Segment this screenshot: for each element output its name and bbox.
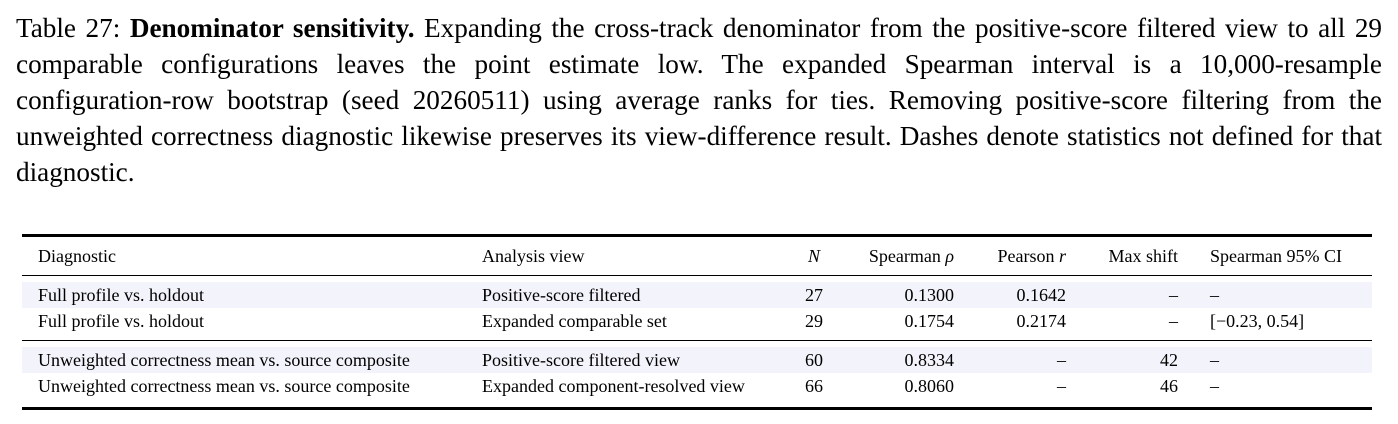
table-header-row: Diagnostic Analysis view N Spearman ρ Pe…: [22, 237, 1372, 275]
cell-max-shift: –: [1169, 285, 1178, 305]
group-rule: [22, 340, 1372, 341]
cell-analysis-view: Positive-score filtered: [482, 285, 641, 305]
caption-body: Expanding the cross-track denominator fr…: [16, 13, 1383, 187]
table-row: Unweighted correctness mean vs. source c…: [22, 347, 1372, 373]
table-caption: Table 27: Denominator sensitivity. Expan…: [16, 10, 1382, 190]
cell-diagnostic: Full profile vs. holdout: [38, 311, 204, 331]
header-pearson-prefix: Pearson: [997, 246, 1059, 266]
header-spearman-prefix: Spearman: [868, 246, 946, 266]
cell-ci: [−0.23, 0.54]: [1210, 311, 1305, 331]
header-pearson-symbol: r: [1058, 246, 1066, 266]
cell-spearman: 0.8060: [904, 376, 955, 396]
cell-spearman: 0.1300: [904, 285, 955, 305]
bottom-rule: [22, 407, 1372, 410]
header-spearman-symbol: ρ: [945, 246, 954, 266]
cell-max-shift: –: [1169, 311, 1178, 331]
cell-diagnostic: Full profile vs. holdout: [38, 285, 204, 305]
header-pearson: Pearson r: [972, 237, 1066, 275]
table-row: Full profile vs. holdout Positive-score …: [22, 282, 1372, 308]
header-spearman: Spearman ρ: [852, 237, 954, 275]
cell-spearman: 0.1754: [904, 311, 955, 331]
header-rule: [22, 275, 1372, 276]
cell-max-shift: 46: [1160, 376, 1178, 396]
cell-ci: –: [1210, 350, 1219, 370]
table-row: Full profile vs. holdout Expanded compar…: [22, 308, 1372, 334]
cell-ci: –: [1210, 376, 1219, 396]
cell-n: 29: [805, 311, 823, 331]
header-n: N: [807, 246, 820, 266]
cell-analysis-view: Positive-score filtered view: [482, 350, 680, 370]
top-rule: [22, 234, 1372, 237]
header-max-shift: Max shift: [1108, 246, 1179, 266]
cell-diagnostic: Unweighted correctness mean vs. source c…: [38, 350, 410, 370]
cell-spearman: 0.8334: [904, 350, 955, 370]
cell-pearson: –: [1057, 376, 1066, 396]
cell-n: 60: [805, 350, 823, 370]
cell-n: 66: [805, 376, 823, 396]
caption-title: Denominator sensitivity.: [129, 13, 415, 43]
header-diagnostic: Diagnostic: [38, 246, 116, 266]
header-ci: Spearman 95% CI: [1210, 246, 1342, 266]
cell-diagnostic: Unweighted correctness mean vs. source c…: [38, 376, 410, 396]
cell-ci: –: [1210, 285, 1219, 305]
cell-analysis-view: Expanded comparable set: [482, 311, 667, 331]
cell-pearson: –: [1057, 350, 1066, 370]
caption-label: Table 27:: [16, 13, 121, 43]
cell-pearson: 0.2174: [1016, 311, 1067, 331]
table-row: Unweighted correctness mean vs. source c…: [22, 373, 1372, 399]
header-analysis-view: Analysis view: [482, 246, 585, 266]
cell-max-shift: 42: [1160, 350, 1178, 370]
cell-pearson: 0.1642: [1016, 285, 1067, 305]
results-table: Diagnostic Analysis view N Spearman ρ Pe…: [22, 234, 1372, 410]
cell-n: 27: [805, 285, 823, 305]
cell-analysis-view: Expanded component-resolved view: [482, 376, 745, 396]
